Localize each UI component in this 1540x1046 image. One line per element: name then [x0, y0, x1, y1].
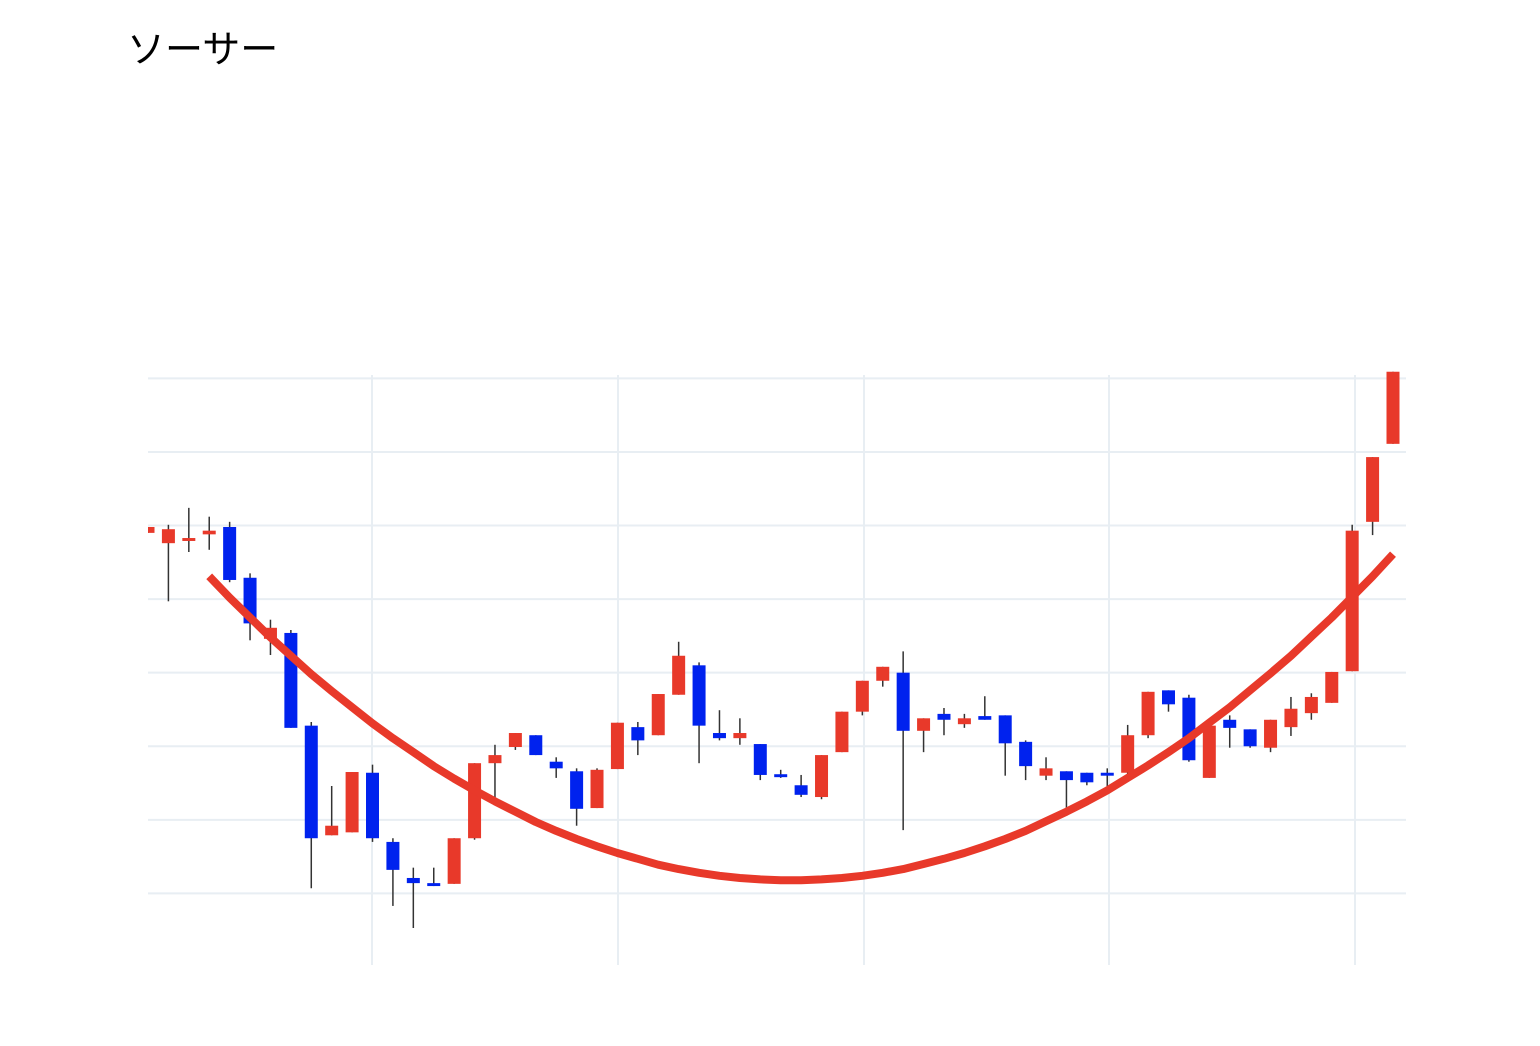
candle-body: [1019, 741, 1033, 767]
candle-body: [815, 755, 829, 798]
candle-body: [1304, 696, 1318, 714]
candle-body: [631, 727, 645, 741]
candle-body: [386, 841, 400, 870]
trend-line: [206, 551, 1396, 885]
candle-body: [468, 763, 482, 839]
candle-body: [794, 785, 808, 795]
candle-body: [1100, 772, 1114, 776]
candle-body: [549, 761, 563, 769]
candle-body: [712, 733, 726, 739]
candle-body: [1182, 697, 1196, 761]
plot: [148, 371, 1400, 929]
candle-body: [447, 838, 461, 884]
candle-body: [366, 772, 380, 839]
candle-body: [774, 774, 788, 778]
candle-body: [957, 718, 971, 725]
candle-body: [1223, 719, 1237, 728]
candle-body: [529, 735, 543, 756]
candle-body: [855, 680, 869, 712]
candle-body: [896, 672, 910, 731]
candle-body: [1386, 371, 1400, 444]
candle-body: [590, 769, 604, 809]
candle-body: [570, 771, 584, 809]
candle-body: [672, 655, 686, 695]
candle-body: [1264, 719, 1278, 748]
candle-body: [304, 725, 318, 839]
candle-body: [753, 744, 767, 775]
candle-body: [488, 755, 502, 764]
candle-body: [1059, 771, 1073, 781]
candle-body: [917, 718, 931, 731]
candle-body: [223, 526, 237, 580]
candle-body: [202, 530, 216, 535]
candle-body: [998, 715, 1012, 744]
candle-body: [937, 713, 951, 720]
candle-body: [182, 538, 196, 541]
chart-title: ソーサー: [127, 28, 278, 72]
candle-body: [876, 666, 890, 681]
candle-body: [508, 733, 522, 747]
candle-body: [733, 733, 747, 739]
candle-body: [692, 665, 706, 726]
candle-body: [427, 883, 441, 887]
candle-body: [835, 711, 849, 753]
candle-body: [1366, 457, 1380, 522]
candle-body: [161, 529, 175, 544]
candle-body: [651, 694, 665, 736]
candle-body: [1141, 691, 1155, 736]
candle-body: [1080, 772, 1094, 783]
candle-body: [1202, 725, 1216, 778]
candle-body: [1161, 690, 1175, 705]
candle-body: [978, 716, 992, 720]
candle-body: [1039, 768, 1053, 776]
candle-body: [406, 877, 420, 884]
candle-body: [345, 772, 359, 833]
candle-body: [1243, 729, 1257, 747]
candle-body: [148, 526, 155, 533]
candle-body: [325, 825, 339, 836]
candle-body: [610, 722, 624, 770]
candle-body: [1121, 735, 1135, 773]
candle-body: [1325, 671, 1339, 703]
candle-body: [1284, 708, 1298, 728]
